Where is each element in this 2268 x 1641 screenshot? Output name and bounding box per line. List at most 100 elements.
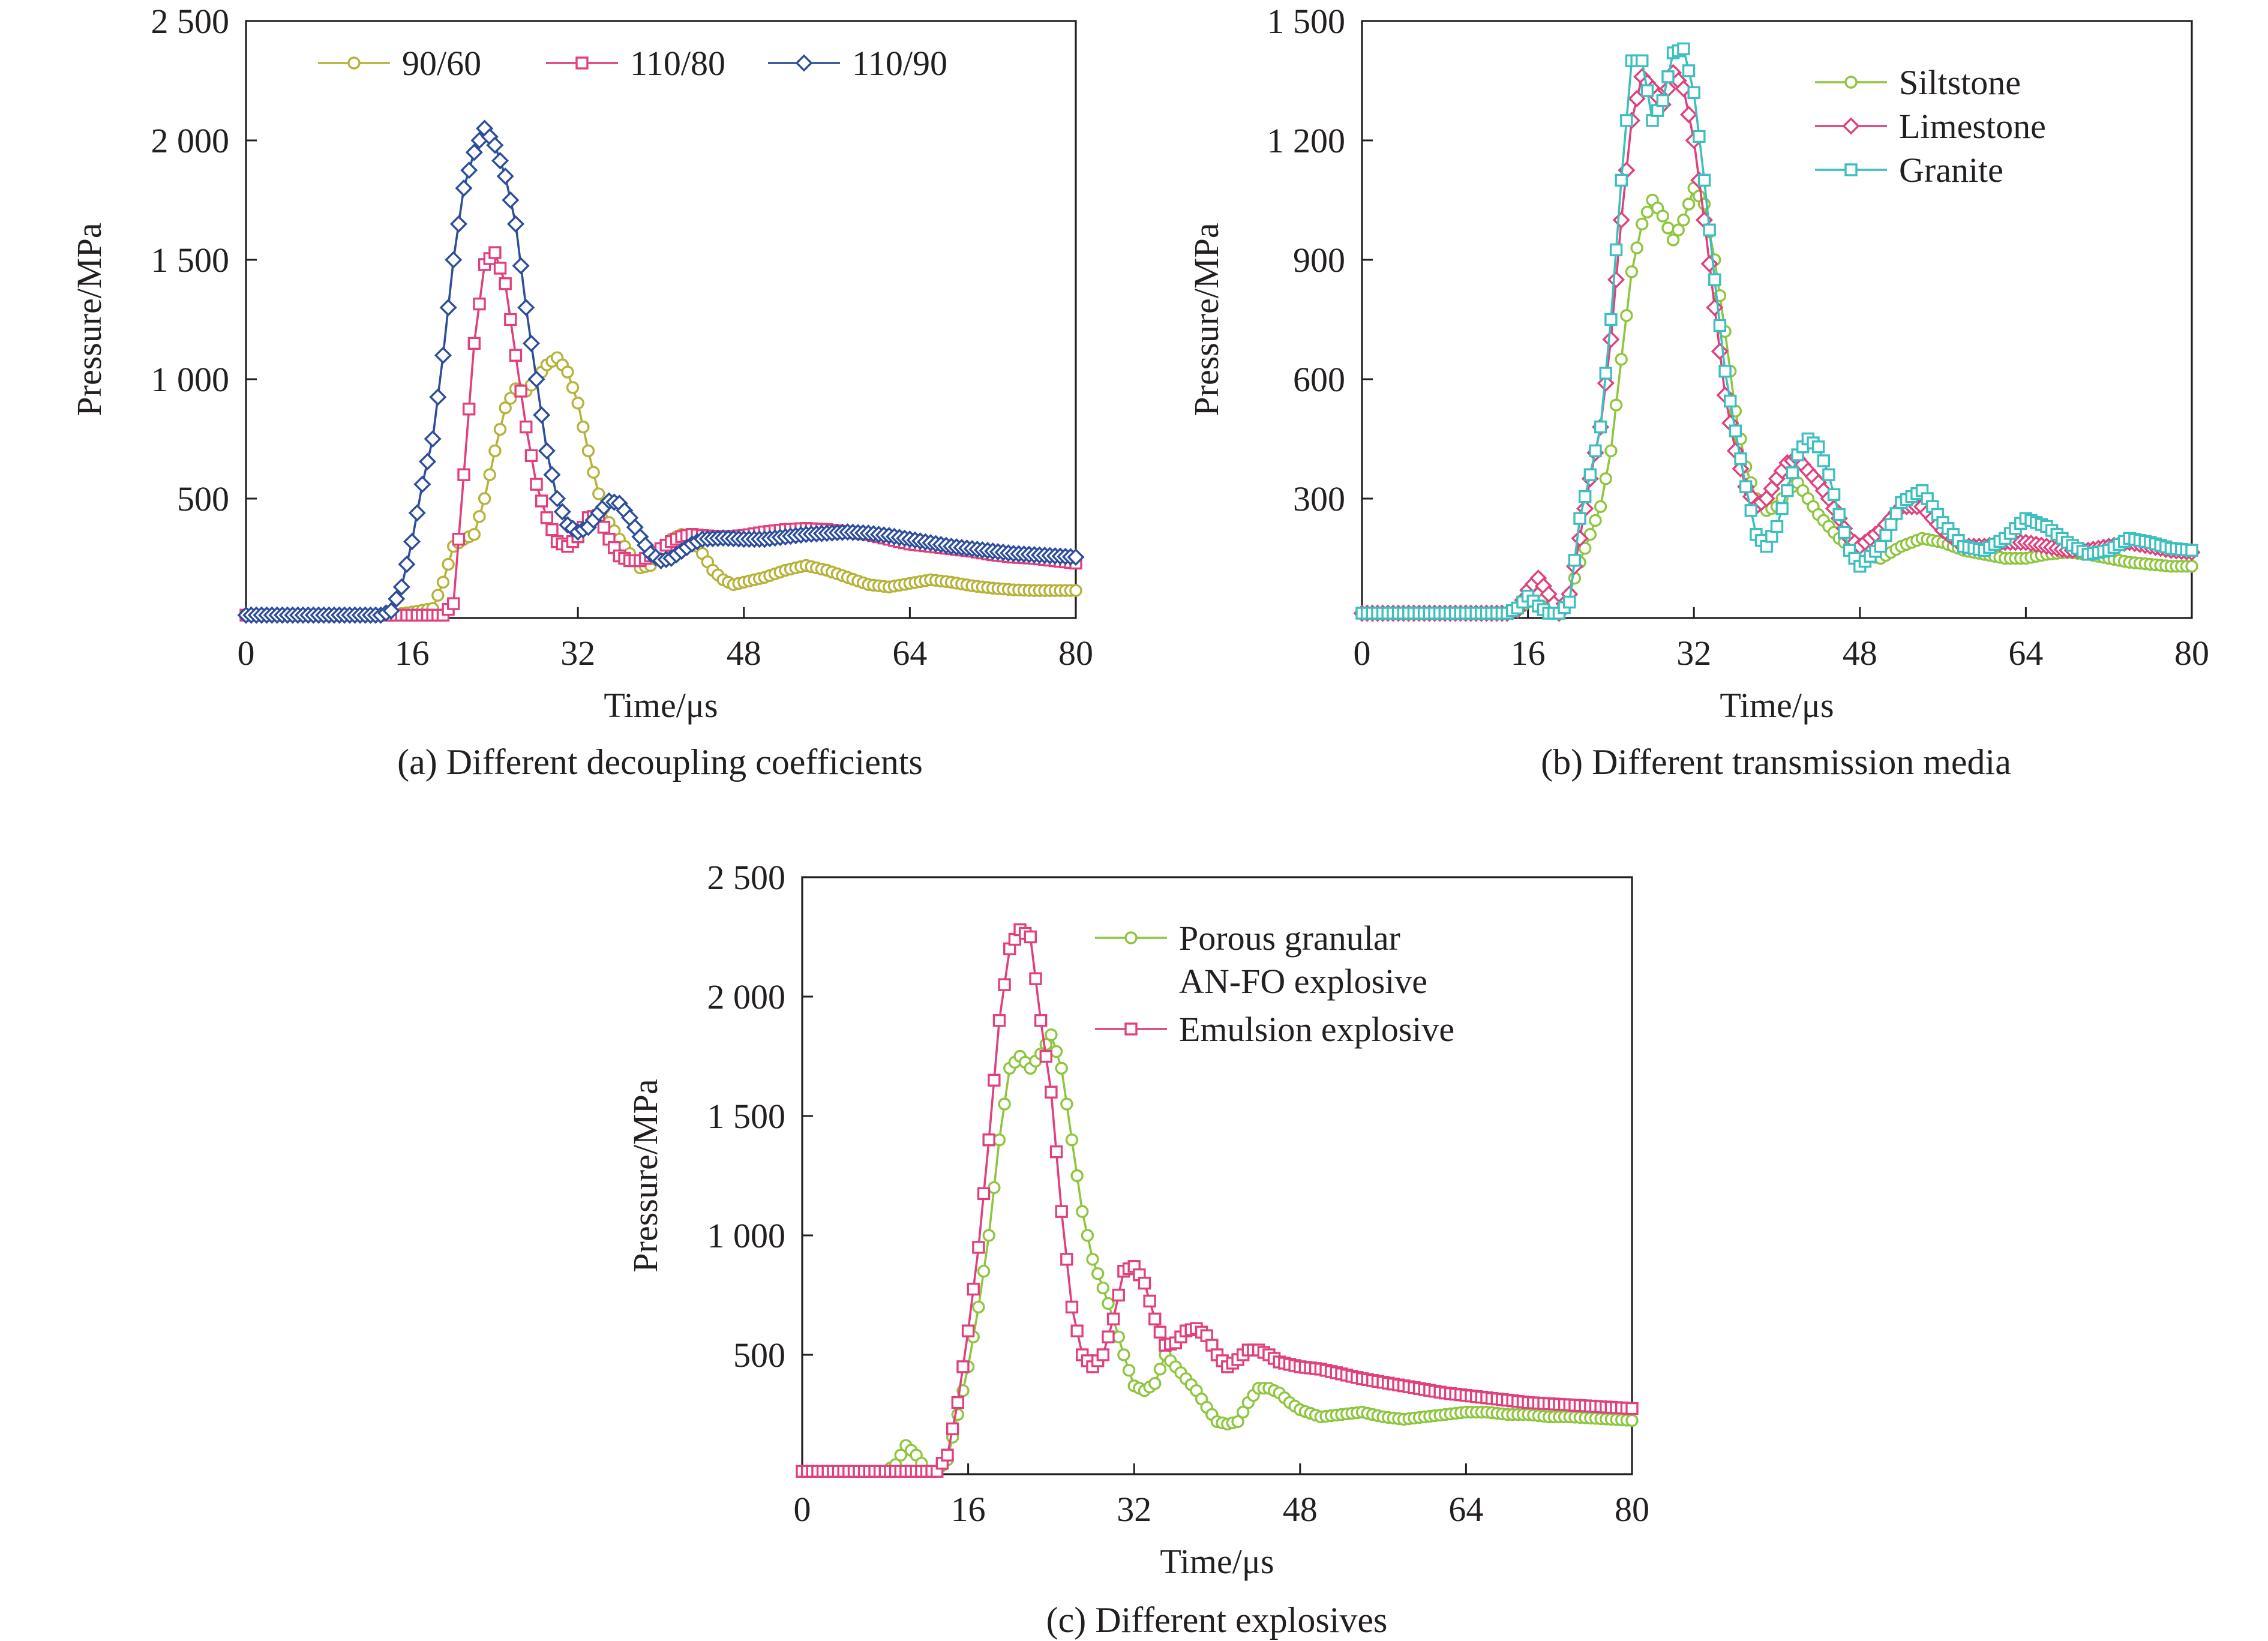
data-point xyxy=(1086,1253,1099,1266)
data-point xyxy=(998,1097,1011,1111)
data-point xyxy=(1703,223,1716,236)
data-point xyxy=(1148,1377,1162,1390)
data-point xyxy=(1055,1205,1068,1218)
data-point xyxy=(1583,528,1597,541)
data-point xyxy=(1724,394,1737,408)
data-point xyxy=(1604,313,1618,326)
y-tick-label: 600 xyxy=(1293,360,1345,399)
x-tick-label: 0 xyxy=(794,1490,811,1529)
data-point xyxy=(1640,84,1654,97)
data-point xyxy=(956,1360,970,1373)
data-point xyxy=(566,381,580,394)
data-point xyxy=(1049,1045,1063,1058)
legend-swatch-marker xyxy=(575,56,589,70)
data-point xyxy=(967,1282,980,1296)
data-point xyxy=(1583,468,1597,481)
data-point xyxy=(527,370,545,388)
data-point xyxy=(1666,233,1680,247)
data-point xyxy=(1615,173,1628,187)
legend-label: 110/90 xyxy=(852,44,947,83)
figure-caption: (b) Different transmission media xyxy=(1541,742,2011,782)
legend-swatch-marker xyxy=(1842,117,1860,135)
data-point xyxy=(894,1448,907,1462)
data-point xyxy=(1822,468,1835,481)
data-point xyxy=(545,523,559,536)
data-point xyxy=(1055,1061,1068,1075)
data-point xyxy=(1049,1145,1063,1159)
data-point xyxy=(597,521,611,534)
legend-swatch-marker xyxy=(347,56,361,70)
x-tick-label: 48 xyxy=(1843,634,1877,673)
legend-label: Porous granular xyxy=(1179,919,1400,958)
data-point xyxy=(1781,484,1794,497)
data-point xyxy=(1786,466,1799,479)
legend-label: Limestone xyxy=(1899,107,2046,146)
y-tick-label: 2 000 xyxy=(151,121,230,160)
data-point xyxy=(460,161,478,179)
data-point xyxy=(1604,444,1618,458)
data-point xyxy=(1682,64,1696,77)
chart-panel-b: 0 16 32 48 64 80 300 600 900 1 200 1 500 Time/μs Pre… xyxy=(1187,2,2209,782)
data-point xyxy=(1677,213,1690,227)
data-point xyxy=(1879,529,1892,542)
data-point xyxy=(553,503,571,521)
data-point xyxy=(1615,353,1628,366)
data-point xyxy=(1640,205,1654,219)
data-point xyxy=(1718,365,1732,378)
legend-label: Granite xyxy=(1899,151,2003,190)
legend: Porous granular AN-FO explosive Emulsion e… xyxy=(1095,919,1454,1049)
data-point xyxy=(1024,930,1037,944)
data-point xyxy=(1112,1330,1125,1343)
data-point xyxy=(1708,273,1721,286)
legend-swatch-marker xyxy=(1844,163,1858,176)
x-tick-label: 80 xyxy=(1615,1490,1649,1529)
series-granite xyxy=(1355,42,2198,620)
data-point xyxy=(403,533,421,551)
data-point xyxy=(1625,1414,1639,1427)
y-tick-label: 300 xyxy=(1293,479,1345,518)
data-point xyxy=(499,277,512,290)
data-point xyxy=(1112,1288,1125,1302)
data-point xyxy=(462,403,476,416)
y-tick-label: 1 500 xyxy=(707,1097,786,1136)
x-tick-label: 16 xyxy=(395,634,430,673)
data-point xyxy=(408,504,426,522)
data-point xyxy=(1148,1312,1162,1326)
data-point xyxy=(1091,1267,1105,1280)
data-point xyxy=(1029,972,1042,985)
x-axis-title: Time/μs xyxy=(1720,686,1834,725)
x-axis-title: Time/μs xyxy=(604,686,718,725)
data-point xyxy=(517,299,535,317)
data-point xyxy=(1060,1097,1073,1111)
data-point xyxy=(1697,173,1711,187)
data-point xyxy=(429,388,447,406)
data-point xyxy=(1609,243,1623,257)
legend-label: Siltstone xyxy=(1899,63,2021,102)
data-point xyxy=(520,420,533,434)
data-point xyxy=(1734,452,1747,466)
data-point xyxy=(1117,1348,1130,1361)
data-point xyxy=(982,1229,995,1242)
data-point xyxy=(1594,420,1607,434)
data-point xyxy=(1594,500,1607,513)
data-point xyxy=(1884,518,1898,531)
data-point xyxy=(455,179,473,197)
y-axis-title: Pressure/MPa xyxy=(626,1079,665,1272)
data-point xyxy=(1076,1205,1089,1218)
x-tick-label: 64 xyxy=(1448,1490,1483,1529)
data-point xyxy=(486,136,504,154)
data-point xyxy=(538,442,556,460)
data-point xyxy=(1874,539,1888,553)
data-point xyxy=(1106,1312,1120,1326)
data-point xyxy=(1563,595,1576,609)
data-point xyxy=(1573,512,1586,525)
data-point xyxy=(1069,584,1082,597)
data-point xyxy=(465,143,483,161)
data-point xyxy=(592,487,605,500)
data-point xyxy=(530,478,543,491)
data-point xyxy=(533,406,551,424)
data-point xyxy=(1770,520,1784,533)
data-point xyxy=(1625,265,1639,278)
legend: Siltstone Limestone Granite xyxy=(1815,63,2046,190)
